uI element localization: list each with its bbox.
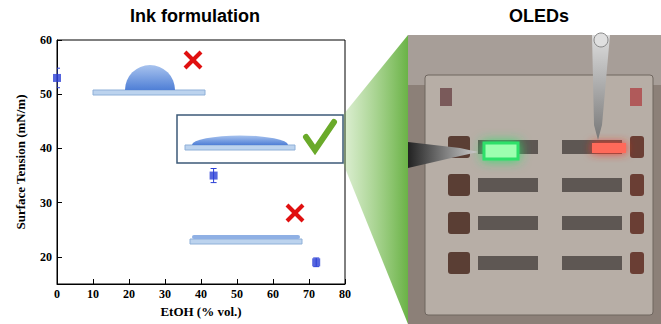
svg-text:50: 50: [231, 287, 243, 301]
svg-text:30: 30: [40, 196, 52, 210]
svg-text:70: 70: [303, 287, 315, 301]
svg-text:60: 60: [40, 33, 52, 47]
svg-text:20: 20: [40, 250, 52, 264]
svg-text:60: 60: [267, 287, 279, 301]
svg-text:0: 0: [54, 287, 60, 301]
svg-text:40: 40: [195, 287, 207, 301]
svg-text:OLEDs: OLEDs: [509, 6, 569, 26]
svg-text:20: 20: [123, 287, 135, 301]
svg-text:30: 30: [159, 287, 171, 301]
svg-text:50: 50: [40, 87, 52, 101]
svg-text:40: 40: [40, 141, 52, 155]
svg-text:EtOH (% vol.): EtOH (% vol.): [160, 304, 241, 319]
svg-text:80: 80: [339, 287, 351, 301]
svg-text:Ink formulation: Ink formulation: [130, 6, 260, 26]
svg-text:Surface Tension (mN/m): Surface Tension (mN/m): [13, 94, 28, 229]
svg-text:10: 10: [87, 287, 99, 301]
